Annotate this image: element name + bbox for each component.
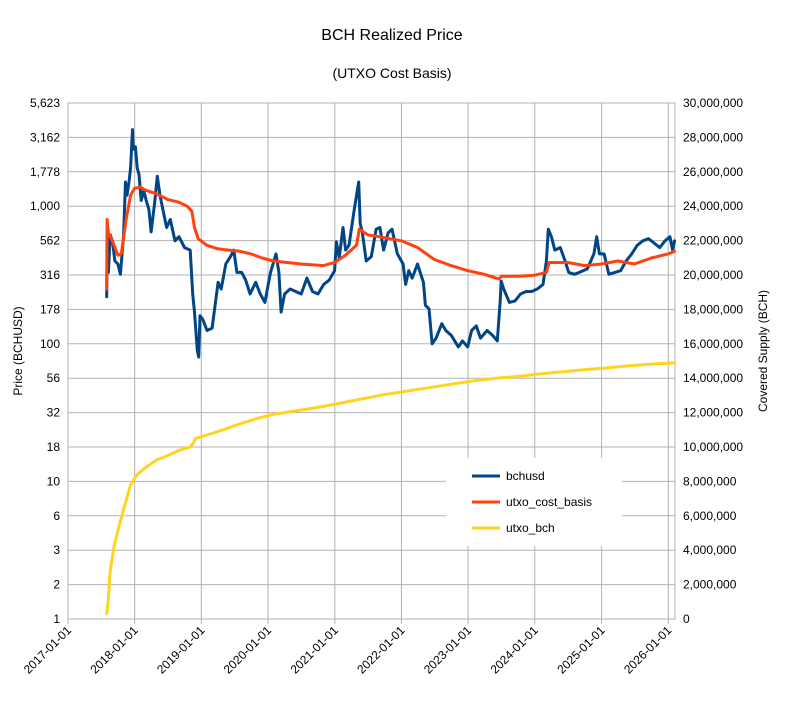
series-layer bbox=[105, 128, 677, 616]
left-axis-label: Price (BCHUSD) bbox=[11, 306, 25, 395]
left-axis-ticks: 1 2 3 6 10 18 32 56 100 178 316 562 1,000 1,778 3,162 5… bbox=[30, 96, 60, 626]
left-tick-label: 5,623 bbox=[30, 96, 60, 110]
series-line-utxo-bch bbox=[105, 361, 677, 616]
right-tick-label: 6,000,000 bbox=[683, 509, 737, 523]
right-tick-label: 30,000,000 bbox=[683, 96, 743, 110]
legend-label-bchusd: bchusd bbox=[506, 469, 545, 483]
right-tick-label: 20,000,000 bbox=[683, 268, 743, 282]
left-tick-label: 32 bbox=[47, 406, 61, 420]
left-tick-label: 3 bbox=[53, 543, 60, 557]
right-tick-label: 4,000,000 bbox=[683, 543, 737, 557]
left-tick-label: 178 bbox=[40, 302, 60, 316]
right-tick-label: 16,000,000 bbox=[683, 337, 743, 351]
left-tick-label: 10 bbox=[47, 474, 61, 488]
series-line-utxo-cost-basis bbox=[105, 185, 677, 291]
right-tick-label: 2,000,000 bbox=[683, 578, 737, 592]
right-tick-label: 10,000,000 bbox=[683, 440, 743, 454]
right-tick-label: 0 bbox=[683, 612, 690, 626]
chart-title: BCH Realized Price bbox=[321, 27, 462, 44]
right-tick-label: 26,000,000 bbox=[683, 165, 743, 179]
left-tick-label: 2 bbox=[53, 578, 60, 592]
left-tick-label: 100 bbox=[40, 337, 60, 351]
chart-subtitle: (UTXO Cost Basis) bbox=[332, 65, 451, 81]
right-tick-label: 24,000,000 bbox=[683, 199, 743, 213]
legend-label-utxo-cost-basis: utxo_cost_basis bbox=[506, 495, 592, 509]
left-tick-label: 1,000 bbox=[30, 199, 60, 213]
right-tick-label: 8,000,000 bbox=[683, 474, 737, 488]
left-tick-label: 562 bbox=[40, 234, 60, 248]
right-axis-label: Covered Supply (BCH) bbox=[756, 290, 770, 412]
left-tick-label: 316 bbox=[40, 268, 60, 282]
legend: bchusd utxo_cost_basis utxo_bch bbox=[446, 458, 622, 546]
right-tick-label: 12,000,000 bbox=[683, 406, 743, 420]
right-tick-label: 14,000,000 bbox=[683, 371, 743, 385]
right-axis-ticks: 0 2,000,000 4,000,000 6,000,000 8,000,000 10,… bbox=[683, 96, 743, 626]
left-tick-label: 56 bbox=[47, 371, 61, 385]
right-tick-label: 28,000,000 bbox=[683, 130, 743, 144]
series-line-bchusd bbox=[105, 128, 677, 359]
right-tick-label: 22,000,000 bbox=[683, 234, 743, 248]
left-tick-label: 6 bbox=[53, 509, 60, 523]
legend-label-utxo-bch: utxo_bch bbox=[506, 521, 555, 535]
plot-area-border bbox=[67, 102, 676, 620]
left-tick-label: 3,162 bbox=[30, 130, 60, 144]
left-tick-label: 1 bbox=[53, 612, 60, 626]
left-tick-label: 1,778 bbox=[30, 165, 60, 179]
right-tick-label: 18,000,000 bbox=[683, 302, 743, 316]
left-tick-label: 18 bbox=[47, 440, 61, 454]
